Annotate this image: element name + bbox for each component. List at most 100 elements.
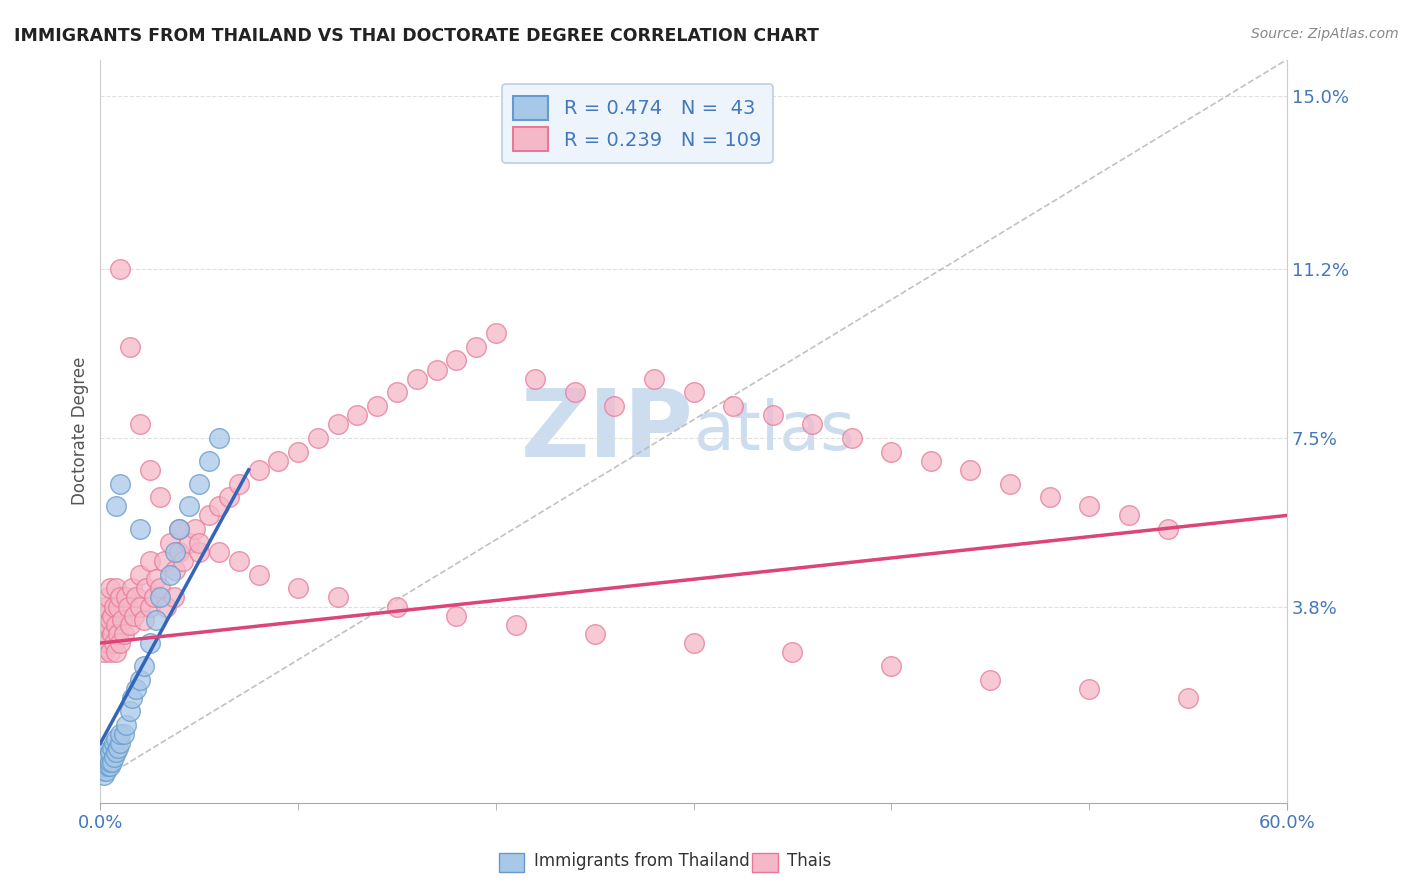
- Point: [101, 740, 124, 755]
- Y-axis label: Doctorate Degree: Doctorate Degree: [72, 357, 89, 505]
- Point: [135, 582, 157, 596]
- Point: [121, 582, 143, 596]
- Point: [247, 463, 270, 477]
- Point: [188, 476, 211, 491]
- Point: [93, 759, 115, 773]
- Point: [149, 591, 172, 605]
- Point: [505, 617, 527, 632]
- Point: [198, 454, 221, 468]
- Point: [524, 372, 547, 386]
- Point: [998, 476, 1021, 491]
- Point: [326, 591, 349, 605]
- Point: [920, 454, 942, 468]
- Point: [97, 759, 120, 773]
- Point: [118, 705, 141, 719]
- Point: [162, 591, 184, 605]
- Point: [287, 582, 309, 596]
- Point: [96, 755, 118, 769]
- Point: [97, 617, 120, 632]
- Point: [105, 617, 128, 632]
- Point: [880, 444, 903, 458]
- Point: [208, 431, 231, 445]
- Legend: R = 0.474   N =  43, R = 0.239   N = 109: R = 0.474 N = 43, R = 0.239 N = 109: [502, 84, 773, 162]
- Point: [346, 408, 368, 422]
- Point: [103, 599, 125, 614]
- Point: [97, 636, 120, 650]
- Point: [118, 340, 141, 354]
- Point: [105, 500, 128, 514]
- Point: [465, 340, 488, 354]
- Point: [132, 613, 155, 627]
- Point: [129, 522, 152, 536]
- Point: [103, 750, 125, 764]
- Point: [1177, 690, 1199, 705]
- Point: [682, 385, 704, 400]
- Point: [101, 608, 124, 623]
- Point: [118, 617, 141, 632]
- Point: [107, 627, 129, 641]
- Point: [267, 454, 290, 468]
- Point: [179, 535, 201, 549]
- Point: [801, 417, 824, 432]
- Point: [139, 599, 162, 614]
- Point: [96, 746, 118, 760]
- Point: [105, 645, 128, 659]
- Point: [446, 608, 468, 623]
- Point: [108, 636, 131, 650]
- Point: [112, 627, 135, 641]
- Point: [103, 736, 125, 750]
- Point: [115, 591, 138, 605]
- Point: [139, 554, 162, 568]
- Point: [149, 582, 172, 596]
- Point: [93, 768, 115, 782]
- Point: [425, 362, 447, 376]
- Point: [91, 764, 114, 778]
- Point: [165, 545, 187, 559]
- Point: [98, 759, 121, 773]
- Point: [117, 599, 139, 614]
- Point: [149, 490, 172, 504]
- Point: [169, 522, 191, 536]
- Point: [159, 567, 181, 582]
- Point: [98, 582, 121, 596]
- Point: [96, 764, 118, 778]
- Point: [405, 372, 427, 386]
- Point: [385, 385, 408, 400]
- Point: [101, 755, 124, 769]
- Point: [91, 627, 114, 641]
- Point: [91, 759, 114, 773]
- Point: [485, 326, 508, 340]
- Point: [98, 746, 121, 760]
- Point: [129, 417, 152, 432]
- Point: [125, 681, 148, 696]
- Point: [721, 399, 744, 413]
- Point: [880, 658, 903, 673]
- Point: [97, 750, 120, 764]
- Point: [446, 353, 468, 368]
- Point: [218, 490, 240, 504]
- Point: [184, 522, 207, 536]
- Text: Thais: Thais: [787, 852, 831, 870]
- Point: [96, 640, 118, 655]
- Point: [108, 727, 131, 741]
- Point: [583, 627, 606, 641]
- Point: [1078, 681, 1101, 696]
- Point: [111, 613, 134, 627]
- Text: Source: ZipAtlas.com: Source: ZipAtlas.com: [1251, 27, 1399, 41]
- Point: [132, 658, 155, 673]
- Point: [121, 690, 143, 705]
- Point: [129, 567, 152, 582]
- Point: [105, 746, 128, 760]
- Point: [682, 636, 704, 650]
- Point: [179, 500, 201, 514]
- Point: [208, 545, 231, 559]
- Point: [643, 372, 665, 386]
- Point: [247, 567, 270, 582]
- Point: [603, 399, 626, 413]
- Point: [959, 463, 981, 477]
- Point: [165, 563, 187, 577]
- Point: [125, 591, 148, 605]
- Point: [159, 535, 181, 549]
- Point: [172, 554, 194, 568]
- Point: [91, 636, 114, 650]
